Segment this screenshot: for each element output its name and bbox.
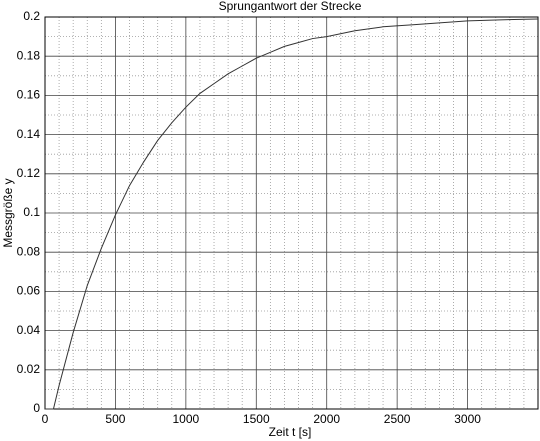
y-tick-label: 0.02	[17, 362, 41, 376]
y-axis-label: Messgröße y	[1, 178, 15, 247]
x-axis-label: Zeit t [s]	[269, 425, 312, 439]
y-tick-label: 0.04	[17, 323, 41, 337]
x-tick-label: 500	[105, 412, 125, 426]
plot-frame	[44, 16, 539, 410]
y-tick-label: 0	[33, 401, 40, 415]
y-tick-label: 0.2	[23, 9, 40, 23]
y-tick-label: 0.12	[17, 166, 41, 180]
chart-title: Sprungantwort der Strecke	[219, 0, 362, 13]
y-tick-label: 0.08	[17, 244, 41, 258]
x-tick-label: 2500	[384, 412, 411, 426]
x-tick-label: 0	[42, 412, 49, 426]
y-tick-label: 0.16	[17, 88, 41, 102]
x-tick-label: 1500	[243, 412, 270, 426]
y-tick-label: 0.14	[17, 127, 41, 141]
x-tick-label: 2000	[313, 412, 340, 426]
x-tick-label: 1000	[173, 412, 200, 426]
data-line	[45, 18, 539, 410]
y-tick-label: 0.1	[23, 205, 40, 219]
x-tick-label: 3000	[454, 412, 481, 426]
y-tick-label: 0.06	[17, 284, 41, 298]
y-tick-label: 0.18	[17, 48, 41, 62]
